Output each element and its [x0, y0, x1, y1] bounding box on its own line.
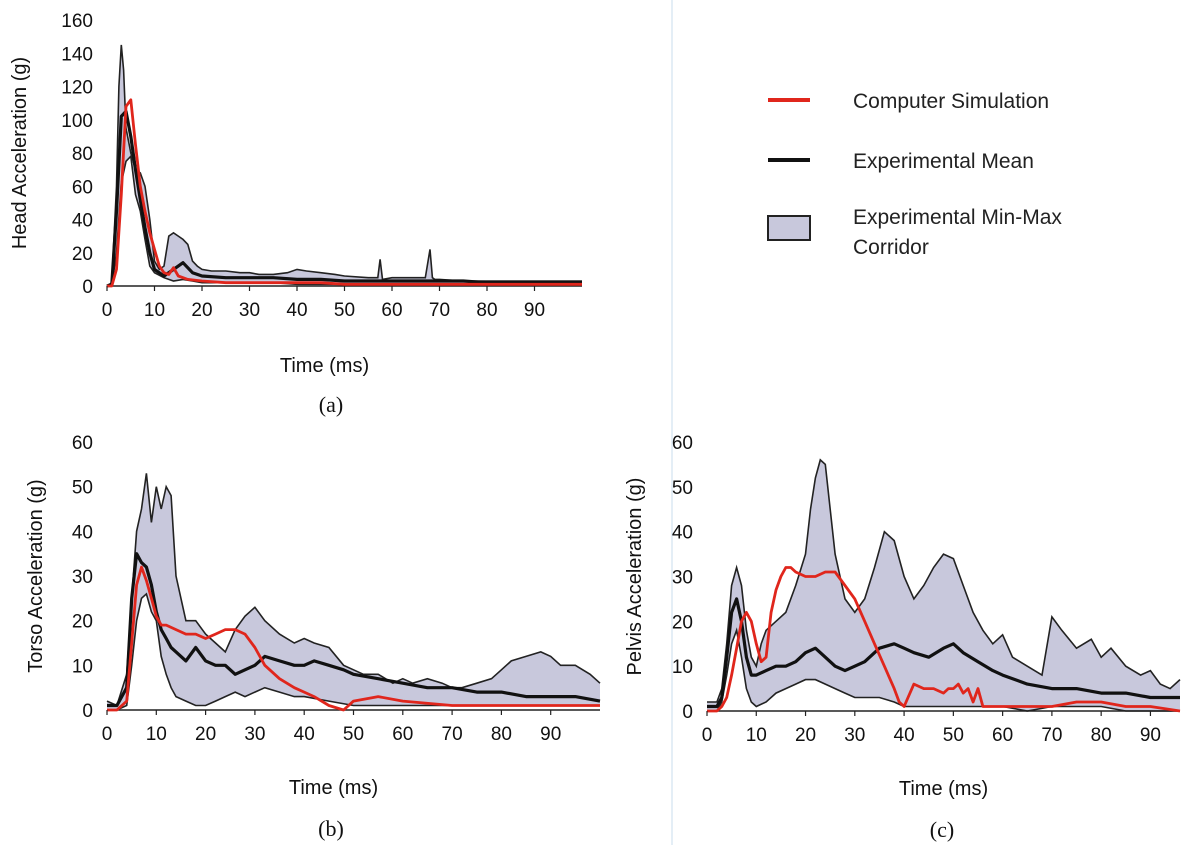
- y-tick-label: 50: [72, 478, 93, 499]
- x-tick-label: 30: [844, 725, 865, 746]
- series-experimental-mean: [707, 597, 1180, 709]
- chart-b: 0 10 20 30 40 50 60 70 80 90 0 10 20 30 40 50 60 Time (ms…: [25, 433, 601, 841]
- x-tick-label: 90: [1140, 725, 1161, 746]
- y-tick-label: 120: [61, 78, 93, 99]
- x-axis-label: Time (ms): [280, 355, 369, 377]
- x-tick-label: 40: [894, 725, 915, 746]
- x-tick-label: 50: [943, 725, 964, 746]
- y-tick-label: 60: [72, 433, 93, 454]
- chart-caption: (a): [319, 392, 343, 417]
- series-computer-simulation: [707, 566, 1181, 713]
- x-tick-label: 40: [286, 300, 307, 321]
- x-tick-label: 80: [476, 300, 497, 321]
- x-tick-label: 20: [191, 300, 212, 321]
- y-tick-label: 140: [61, 44, 93, 65]
- x-tick-label: 40: [294, 724, 315, 745]
- y-tick-label: 20: [72, 244, 93, 265]
- x-tick-label: 90: [524, 300, 545, 321]
- x-tick-label: 20: [195, 724, 216, 745]
- x-tick-label: 30: [239, 300, 260, 321]
- y-tick-label: 50: [672, 478, 693, 499]
- x-tick-label: 50: [334, 300, 355, 321]
- x-tick-label: 60: [392, 724, 413, 745]
- legend-label-corridor-line2: Corridor: [853, 236, 929, 259]
- x-tick-label: 20: [795, 725, 816, 746]
- x-tick-label: 50: [343, 724, 364, 745]
- chart-caption: (b): [318, 816, 344, 841]
- chart-a: 0 10 20 30 40 50 60 70 80 90 0 20 40 60 80 100 120 140 160…: [9, 11, 582, 417]
- series-computer-simulation: [107, 565, 600, 712]
- x-tick-label: 70: [442, 724, 463, 745]
- y-tick-label: 40: [72, 211, 93, 232]
- x-tick-label: 0: [102, 300, 113, 321]
- legend-label-corridor-line1: Experimental Min-Max: [853, 206, 1062, 229]
- y-tick-label: 60: [672, 433, 693, 454]
- y-tick-label: 0: [82, 277, 93, 298]
- y-tick-label: 160: [61, 11, 93, 32]
- x-tick-label: 70: [429, 300, 450, 321]
- x-axis-label: Time (ms): [289, 777, 378, 799]
- y-tick-label: 60: [72, 177, 93, 198]
- x-tick-label: 30: [244, 724, 265, 745]
- y-tick-label: 30: [72, 567, 93, 588]
- y-tick-label: 100: [61, 111, 93, 132]
- y-tick-label: 10: [672, 657, 693, 678]
- chart-caption: (c): [930, 817, 954, 842]
- y-axis-label: Head Acceleration (g): [9, 57, 31, 249]
- y-tick-label: 30: [672, 568, 693, 589]
- x-tick-label: 10: [746, 725, 767, 746]
- corridor-band: [707, 459, 1180, 711]
- y-tick-label: 20: [72, 612, 93, 633]
- x-tick-label: 0: [702, 725, 713, 746]
- x-tick-label: 0: [102, 724, 113, 745]
- corridor-min-line: [707, 627, 1180, 712]
- corridor-max-line: [707, 458, 1181, 703]
- x-tick-label: 60: [992, 725, 1013, 746]
- x-tick-label: 70: [1041, 725, 1062, 746]
- series-experimental-mean: [107, 552, 601, 708]
- series-computer-simulation: [107, 98, 582, 288]
- x-tick-label: 10: [146, 724, 167, 745]
- corridor-band: [107, 473, 600, 710]
- series-experimental-mean: [106, 109, 582, 288]
- x-tick-label: 10: [144, 300, 165, 321]
- y-tick-label: 40: [672, 523, 693, 544]
- legend: Computer Simulation Experimental Mean Ex…: [767, 90, 1062, 259]
- x-tick-label: 80: [1091, 725, 1112, 746]
- legend-label-simulation: Computer Simulation: [853, 90, 1049, 113]
- x-axis-label: Time (ms): [899, 778, 988, 800]
- x-tick-label: 80: [491, 724, 512, 745]
- x-tick-label: 60: [381, 300, 402, 321]
- x-tick-label: 90: [540, 724, 561, 745]
- y-tick-label: 0: [82, 701, 93, 722]
- y-tick-label: 10: [72, 656, 93, 677]
- chart-c: 0 10 20 30 40 50 60 70 80 90 0 10 20 30 40 50 60 Time (ms…: [624, 433, 1181, 842]
- corridor-max-line: [106, 473, 601, 707]
- y-axis-label: Pelvis Acceleration (g): [624, 478, 646, 676]
- legend-swatch-corridor: [767, 215, 811, 241]
- y-tick-label: 20: [672, 612, 693, 633]
- y-tick-label: 0: [682, 702, 693, 723]
- y-axis-label: Torso Acceleration (g): [25, 479, 47, 672]
- y-tick-label: 40: [72, 522, 93, 543]
- y-tick-label: 80: [72, 144, 93, 165]
- legend-label-mean: Experimental Mean: [853, 150, 1034, 173]
